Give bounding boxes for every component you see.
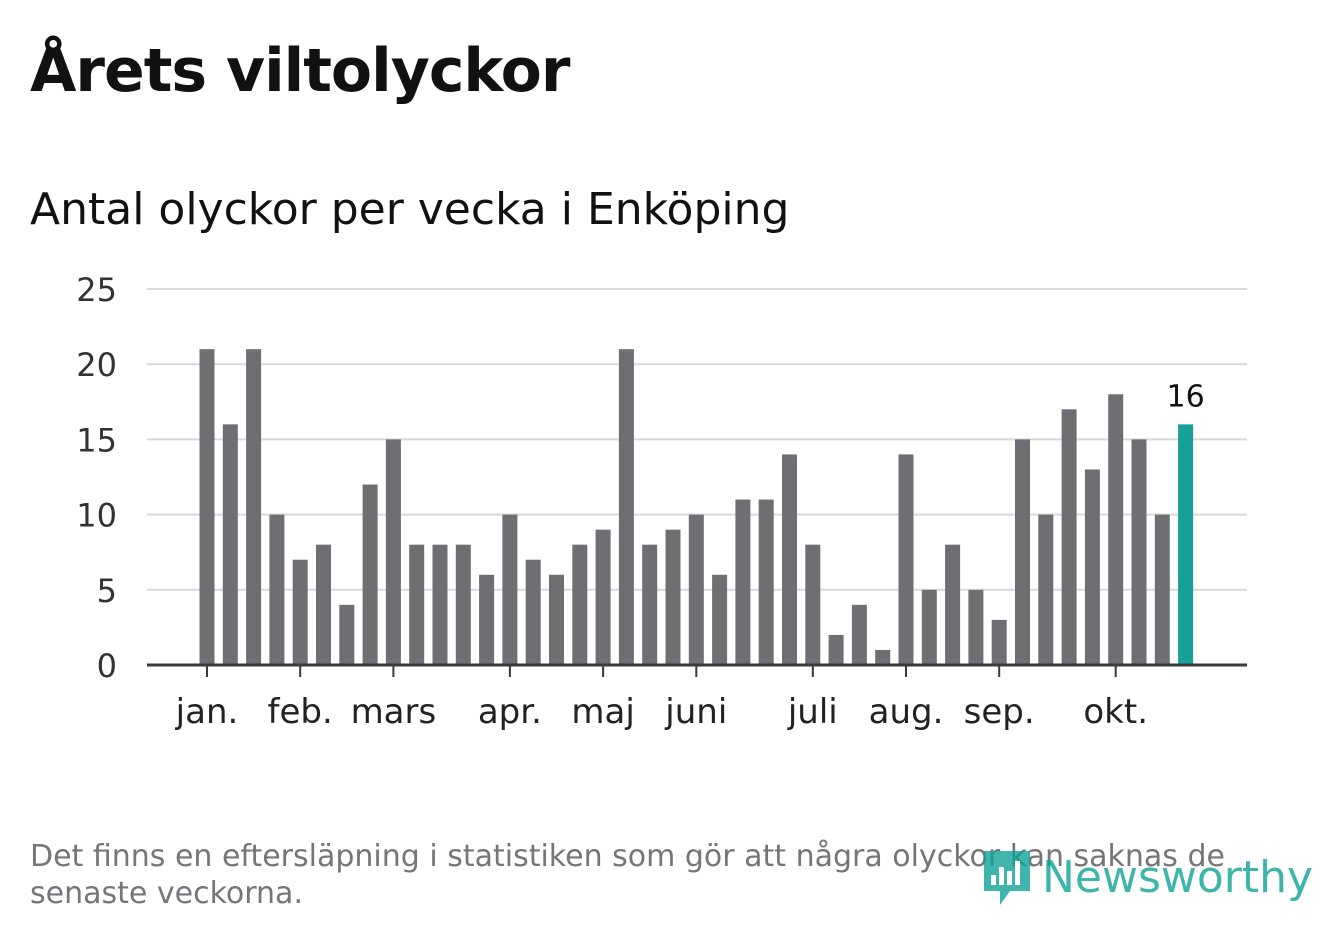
bar — [572, 544, 588, 665]
bars — [199, 349, 1194, 665]
bar — [549, 574, 564, 665]
x-tick-label: jan. — [175, 692, 239, 732]
y-tick-label: 15 — [76, 421, 117, 459]
bar — [1038, 514, 1054, 665]
bar — [1131, 439, 1147, 665]
bar-highlight — [1178, 424, 1194, 665]
bar — [758, 499, 774, 665]
bar — [875, 649, 891, 665]
x-tick-label: juni — [664, 692, 727, 732]
bar — [945, 544, 961, 665]
bar — [222, 424, 238, 665]
x-tick-label: mars — [351, 692, 437, 732]
data-labels: 16 — [1167, 379, 1205, 414]
bar — [921, 589, 937, 665]
bar — [642, 544, 658, 665]
bar — [316, 544, 331, 665]
brand-logo: Newsworthy — [980, 845, 1313, 909]
y-tick-label: 0 — [97, 647, 117, 685]
bar — [455, 544, 471, 665]
bar — [292, 559, 308, 665]
bar — [712, 574, 728, 665]
chart-title: Årets viltolyckor — [30, 36, 570, 106]
x-tick-label: okt. — [1083, 692, 1148, 732]
bar — [1061, 409, 1077, 665]
y-tick-label: 5 — [97, 572, 117, 610]
bar — [246, 349, 262, 665]
chart-subtitle: Antal olyckor per vecka i Enköping — [30, 184, 790, 235]
bar — [339, 604, 355, 665]
bar — [618, 349, 634, 665]
bar — [362, 484, 378, 665]
x-tick-label: apr. — [478, 692, 542, 732]
y-tick-label: 10 — [76, 497, 117, 535]
bar — [1084, 469, 1100, 665]
bar — [1108, 394, 1124, 665]
bar — [688, 514, 704, 665]
y-axis-tick-labels: 0 5 10 15 20 25 — [76, 271, 117, 685]
x-tick-label: juli — [787, 692, 838, 732]
bar — [432, 544, 448, 665]
y-tick-label: 25 — [76, 271, 117, 309]
bar — [409, 544, 425, 665]
x-tick-label: aug. — [869, 692, 944, 732]
bar — [1154, 514, 1170, 665]
bar — [385, 439, 401, 665]
bar-chart: 0 5 10 15 20 25 jan. feb. mars apr. maj juni juli au… — [76, 271, 1247, 732]
x-tick-label: maj — [571, 692, 634, 732]
x-tick-label: feb. — [268, 692, 333, 732]
bar — [525, 559, 541, 665]
bar — [665, 529, 681, 665]
bar — [735, 499, 751, 665]
bar — [851, 604, 867, 665]
data-label-latest: 16 — [1167, 379, 1205, 414]
x-tick-label: sep. — [964, 692, 1035, 732]
bar — [595, 529, 611, 665]
bar — [991, 619, 1007, 665]
bar — [1015, 439, 1030, 665]
newsworthy-logo-icon — [984, 851, 1030, 905]
bar — [269, 514, 285, 665]
bar — [805, 544, 821, 665]
x-axis-ticks: jan. feb. mars apr. maj juni juli aug. sep. okt. — [175, 665, 1148, 732]
brand-name: Newsworthy — [1042, 851, 1314, 903]
y-tick-label: 20 — [76, 346, 117, 384]
bar — [479, 574, 495, 665]
bar — [828, 634, 844, 665]
bar — [898, 454, 914, 665]
bar — [782, 454, 797, 665]
bar — [968, 589, 984, 665]
bar — [502, 514, 518, 665]
bar — [199, 349, 215, 665]
